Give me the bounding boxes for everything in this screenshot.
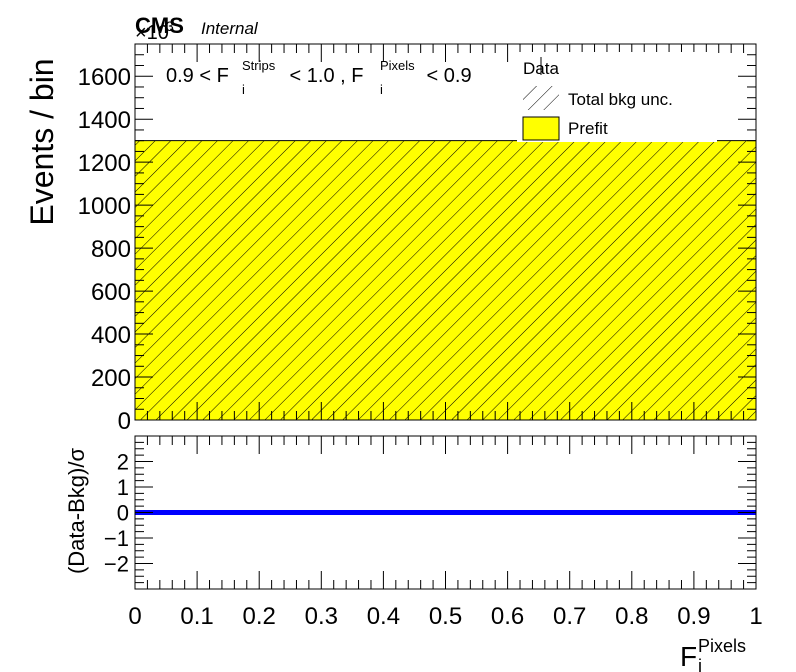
ratio-ytick-label: 1 [117, 475, 129, 500]
legend-unc-swatch [523, 86, 559, 110]
ratio-ytick-label: 0 [117, 501, 129, 526]
main-yaxis-ticks: 0 200 400 600 800 1000 1200 1400 1600 [78, 43, 756, 435]
ratio-xtick-label: 0.8 [615, 603, 648, 630]
bkg-unc-band [135, 140, 756, 420]
main-ytick-label: 800 [91, 236, 131, 263]
main-ytick-label: 0 [118, 408, 131, 435]
selection-pixels-sup: Pixels [380, 58, 415, 73]
selection-strips-sup: Strips [242, 58, 276, 73]
selection-prefix: 0.9 < F [166, 65, 229, 87]
ratio-xlabel-sub: i [698, 656, 702, 672]
legend-data-label: Data [523, 59, 559, 78]
main-ytick-label: 200 [91, 365, 131, 392]
legend-prefit-label: Prefit [568, 119, 608, 138]
ratio-ytick-label: −2 [104, 552, 129, 577]
ratio-xtick-label: 0.5 [429, 603, 462, 630]
ratio-xtick-label: 0.7 [553, 603, 586, 630]
ratio-xtick-label: 0.2 [243, 603, 276, 630]
main-ytick-label: 1200 [78, 150, 131, 177]
ratio-ylabel: (Data-Bkg)/σ [64, 448, 89, 574]
main-frame [134, 43, 757, 421]
main-panel: 0 200 400 600 800 1000 1200 1400 1600 Events / b… [24, 43, 757, 435]
ratio-xlabel-main: F [680, 641, 697, 672]
main-ytick-label: 600 [91, 279, 131, 306]
main-ytick-label: 1400 [78, 107, 131, 134]
ratio-xtick-label: 1 [749, 603, 762, 630]
ratio-ytick-label: −1 [104, 526, 129, 551]
ratio-xtick-label: 0 [128, 603, 141, 630]
main-ytick-label: 400 [91, 322, 131, 349]
exponent-label: ×10 [135, 22, 169, 44]
ratio-xtick-label: 0.6 [491, 603, 524, 630]
ratio-ytick-label: 2 [117, 450, 129, 475]
main-ytick-label: 1600 [78, 64, 131, 91]
selection-annotation: 0.9 < F Strips i < 1.0 , F Pixels i < 0.… [166, 58, 472, 97]
legend: Data Total bkg unc. Prefit [517, 52, 717, 142]
selection-strips-sub: i [242, 82, 245, 97]
cms-label: CMS [135, 13, 184, 38]
main-xaxis-ticks [134, 44, 757, 420]
main-ytick-label: 1000 [78, 193, 131, 220]
legend-prefit-swatch [522, 116, 560, 141]
ratio-xtick-label: 0.9 [677, 603, 710, 630]
selection-suffix: < 0.9 [421, 65, 472, 87]
main-ylabel: Events / bin [24, 58, 60, 225]
ratio-frame [134, 435, 757, 590]
ratio-xlabel-sup: Pixels [698, 636, 746, 656]
ratio-xtick-label: 0.1 [180, 603, 213, 630]
internal-label: Internal [201, 19, 259, 38]
header: ×10 3 CMS Internal [135, 13, 259, 44]
ratio-xtick-label: 0.3 [305, 603, 338, 630]
ratio-xtick-label: 0.4 [367, 603, 400, 630]
selection-middle: < 1.0 , F [284, 65, 363, 87]
main-bars-group [135, 140, 756, 420]
selection-pixels-sub: i [380, 82, 383, 97]
ratio-xaxis-ticks: 0 0.1 0.2 0.3 0.4 0.5 0.6 0.7 0.8 0.9 1 [128, 436, 763, 630]
exponent-value: 3 [166, 18, 174, 34]
legend-unc-label: Total bkg unc. [568, 90, 673, 109]
